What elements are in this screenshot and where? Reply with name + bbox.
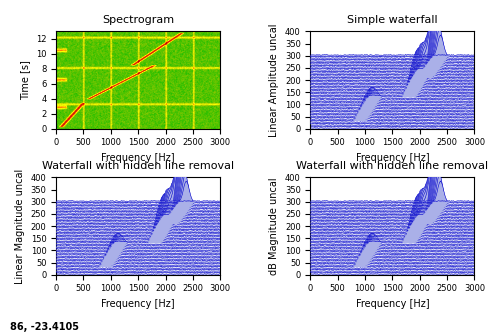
Title: Simple waterfall: Simple waterfall — [347, 15, 438, 25]
X-axis label: Frequency [Hz]: Frequency [Hz] — [356, 299, 429, 309]
Title: Waterfall with hidden line removal: Waterfall with hidden line removal — [42, 161, 234, 171]
Y-axis label: dB Magnitude uncal: dB Magnitude uncal — [270, 177, 280, 275]
X-axis label: Frequency [Hz]: Frequency [Hz] — [356, 153, 429, 163]
Text: 86, -23.4105: 86, -23.4105 — [10, 322, 79, 332]
Title: Waterfall with hidden line removal: Waterfall with hidden line removal — [296, 161, 488, 171]
X-axis label: Frequency [Hz]: Frequency [Hz] — [102, 153, 175, 163]
Y-axis label: Time [s]: Time [s] — [20, 60, 30, 100]
X-axis label: Frequency [Hz]: Frequency [Hz] — [102, 299, 175, 309]
Y-axis label: Linear Amplitude uncal: Linear Amplitude uncal — [270, 23, 280, 137]
Title: Spectrogram: Spectrogram — [102, 15, 174, 25]
Y-axis label: Linear Magnitude uncal: Linear Magnitude uncal — [15, 168, 25, 284]
